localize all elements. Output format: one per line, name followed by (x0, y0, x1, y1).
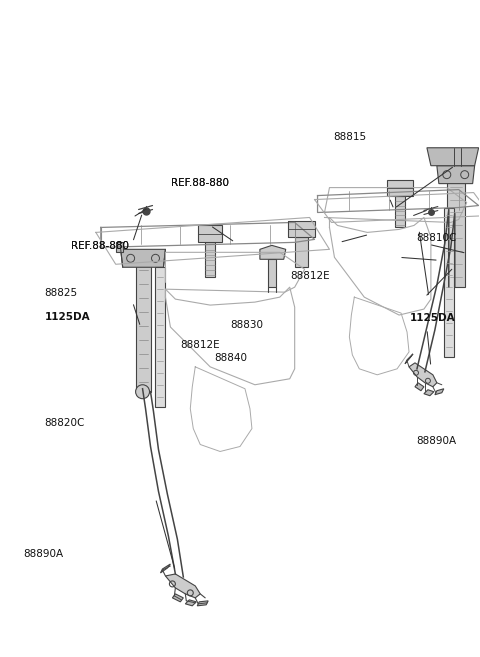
Polygon shape (198, 225, 222, 242)
Text: REF.88-880: REF.88-880 (171, 178, 229, 189)
Polygon shape (409, 363, 437, 387)
Text: 88825: 88825 (44, 288, 77, 298)
Text: 88840: 88840 (214, 353, 247, 363)
Polygon shape (424, 390, 434, 396)
Polygon shape (205, 242, 215, 277)
Polygon shape (260, 245, 286, 260)
Polygon shape (166, 574, 200, 598)
Polygon shape (116, 242, 123, 252)
Polygon shape (435, 389, 444, 395)
Text: 1125DA: 1125DA (44, 311, 90, 322)
Polygon shape (156, 267, 166, 407)
Polygon shape (447, 177, 465, 287)
Text: REF.88-880: REF.88-880 (71, 241, 129, 251)
Polygon shape (268, 260, 276, 287)
Text: 88815: 88815 (333, 133, 366, 143)
Polygon shape (415, 383, 424, 391)
Text: 88812E: 88812E (290, 271, 330, 281)
Polygon shape (288, 221, 314, 237)
Text: 88820C: 88820C (44, 419, 84, 428)
Text: 88812E: 88812E (180, 340, 220, 350)
Polygon shape (395, 196, 405, 227)
Polygon shape (444, 208, 454, 357)
Polygon shape (172, 594, 183, 602)
Polygon shape (427, 148, 479, 166)
Text: 88830: 88830 (230, 320, 264, 330)
Polygon shape (295, 237, 308, 267)
Polygon shape (197, 601, 208, 606)
Polygon shape (160, 564, 170, 573)
Polygon shape (136, 262, 151, 392)
Polygon shape (120, 250, 166, 267)
Polygon shape (437, 166, 475, 183)
Text: 1125DA: 1125DA (409, 313, 455, 323)
Polygon shape (387, 179, 413, 196)
Text: 88810C: 88810C (417, 233, 457, 243)
Circle shape (136, 385, 150, 399)
Text: REF.88-880: REF.88-880 (171, 178, 229, 189)
Text: REF.88-880: REF.88-880 (71, 241, 129, 251)
Text: 88890A: 88890A (24, 549, 63, 559)
Polygon shape (185, 600, 196, 606)
Polygon shape (405, 354, 413, 364)
Text: 88890A: 88890A (417, 436, 456, 446)
